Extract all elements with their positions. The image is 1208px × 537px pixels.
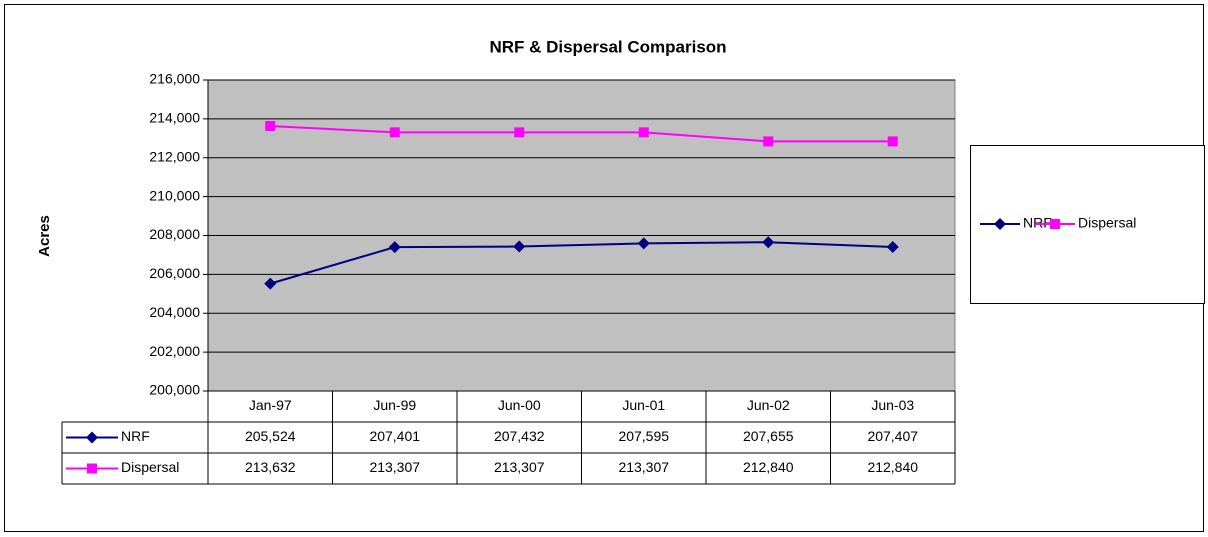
x-tick-label: Jan-97 — [249, 397, 292, 413]
table-value: 207,407 — [867, 428, 918, 444]
marker-square — [1050, 219, 1060, 229]
marker-square — [763, 136, 774, 147]
marker-square — [265, 121, 276, 132]
y-tick-label: 206,000 — [149, 265, 200, 281]
table-value: 213,307 — [494, 459, 545, 475]
table-value: 213,307 — [618, 459, 669, 475]
y-tick-label: 216,000 — [149, 71, 200, 87]
table-value: 207,432 — [494, 428, 545, 444]
y-tick-label: 208,000 — [149, 226, 200, 242]
table-value: 207,655 — [743, 428, 794, 444]
x-tick-label: Jun-02 — [747, 397, 790, 413]
marker-square — [87, 463, 97, 474]
x-tick-label: Jun-99 — [373, 397, 416, 413]
series-line — [269, 241, 893, 285]
table-value: 205,524 — [245, 428, 296, 444]
marker-square — [887, 136, 898, 147]
x-tick-label: Jun-01 — [622, 397, 665, 413]
marker-diamond — [388, 241, 401, 254]
table-value: 212,840 — [743, 459, 794, 475]
x-tick-label: Jun-00 — [498, 397, 541, 413]
marker-square — [389, 127, 400, 138]
marker-diamond — [762, 236, 775, 249]
marker-diamond — [264, 277, 277, 290]
y-tick-label: 200,000 — [149, 382, 200, 398]
chart-title: NRF & Dispersal Comparison — [489, 37, 726, 56]
x-tick-label: Jun-03 — [871, 397, 914, 413]
marker-diamond — [994, 218, 1006, 230]
series-line — [270, 125, 893, 143]
table-value: 207,595 — [618, 428, 669, 444]
table-series-name: Dispersal — [121, 459, 179, 475]
marker-square — [514, 127, 525, 138]
marker-square — [638, 127, 649, 138]
y-tick-label: 202,000 — [149, 343, 200, 359]
y-axis-title: Acres — [36, 215, 53, 257]
marker-diamond — [886, 241, 899, 254]
marker-diamond — [637, 237, 650, 250]
table-value: 212,840 — [867, 459, 918, 475]
marker-diamond — [513, 240, 526, 253]
y-tick-label: 210,000 — [149, 187, 200, 203]
table-value: 213,632 — [245, 459, 296, 475]
table-value: 213,307 — [369, 459, 420, 475]
y-tick-label: 204,000 — [149, 304, 200, 320]
y-tick-label: 214,000 — [149, 110, 200, 126]
table-series-name: NRF — [121, 428, 150, 444]
y-tick-label: 212,000 — [149, 148, 200, 164]
legend-label: NRF — [1023, 215, 1052, 231]
table-value: 207,401 — [369, 428, 420, 444]
marker-diamond — [86, 431, 98, 444]
legend-label: Dispersal — [1078, 215, 1136, 231]
